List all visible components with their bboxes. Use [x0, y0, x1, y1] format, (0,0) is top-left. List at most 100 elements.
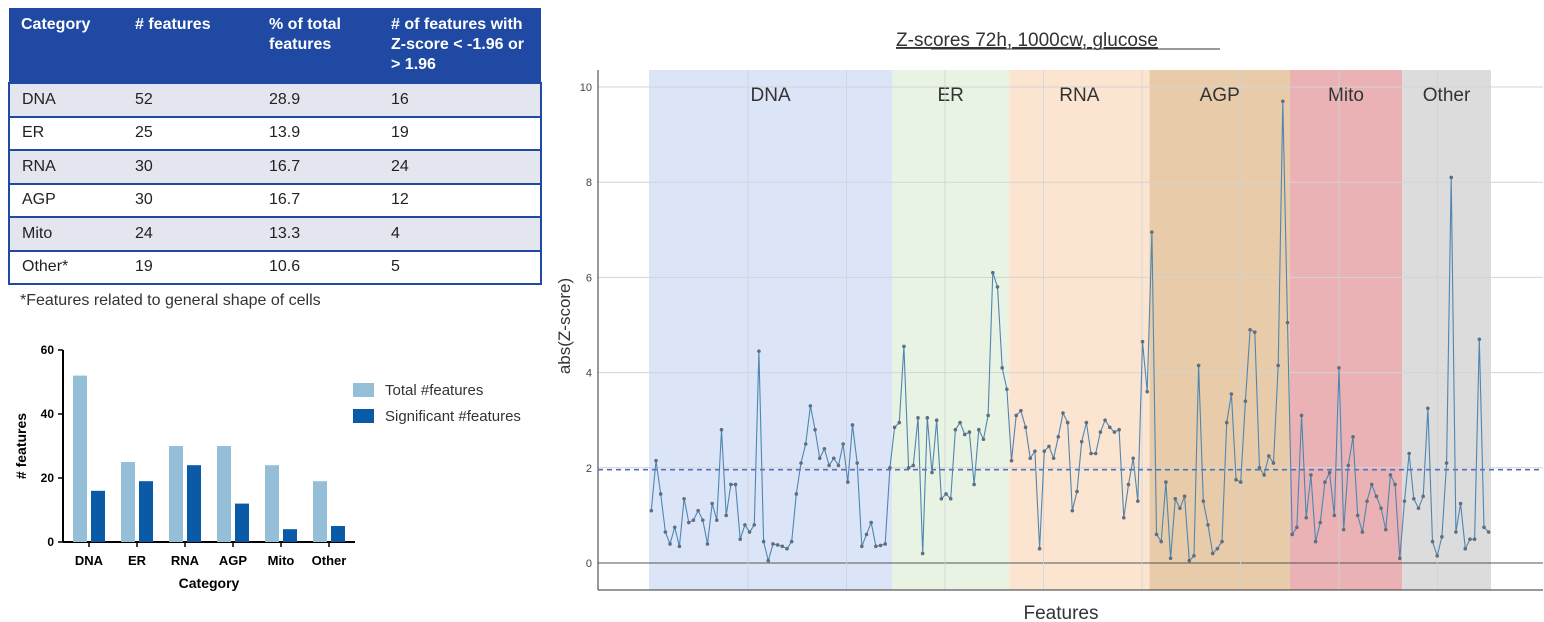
- data-point: [1103, 418, 1107, 423]
- table-cell: 13.9: [257, 115, 379, 150]
- table-cell: 19: [379, 115, 542, 150]
- data-point: [864, 532, 869, 537]
- data-point: [1486, 530, 1491, 534]
- bar-significant: [331, 526, 345, 542]
- data-point: [916, 416, 920, 420]
- data-point: [1444, 461, 1449, 465]
- data-point: [761, 539, 766, 544]
- data-point: [1098, 430, 1103, 434]
- data-point: [1374, 494, 1379, 499]
- data-point: [1351, 435, 1355, 439]
- data-point: [1271, 461, 1276, 465]
- data-point: [1201, 499, 1206, 503]
- table-cell: 28.9: [257, 82, 379, 117]
- legend-swatch: [353, 409, 374, 423]
- data-point: [883, 542, 888, 546]
- region-band: [892, 70, 1010, 590]
- table-cell: 16.7: [257, 182, 379, 217]
- table-cell: 19: [123, 249, 257, 285]
- data-point: [1327, 470, 1332, 475]
- data-point: [1290, 532, 1294, 537]
- data-point: [1435, 554, 1440, 558]
- data-point: [1341, 527, 1346, 532]
- data-point: [1229, 392, 1234, 396]
- data-point: [1482, 525, 1486, 530]
- data-point: [1037, 546, 1042, 551]
- header-num-features: # features: [123, 8, 257, 83]
- data-point: [1051, 456, 1056, 461]
- data-point: [1107, 425, 1112, 430]
- bar-total: [217, 446, 231, 542]
- data-point: [855, 461, 859, 465]
- table-cell: Other*: [8, 249, 123, 285]
- data-point: [1238, 480, 1243, 484]
- data-point: [817, 456, 822, 461]
- region-label: RNA: [1059, 85, 1099, 106]
- bar-total: [121, 462, 135, 542]
- table-cell: 12: [379, 182, 542, 217]
- data-point: [1243, 399, 1248, 403]
- table-row: Mito 24 13.3 4: [8, 216, 542, 251]
- table-row: ER 25 13.9 19: [8, 115, 542, 150]
- data-point: [1304, 515, 1309, 520]
- data-point: [1093, 451, 1098, 456]
- table-cell: 24: [123, 216, 257, 251]
- data-point: [850, 423, 855, 427]
- data-point: [892, 425, 897, 430]
- data-point: [1454, 530, 1458, 534]
- data-point: [1173, 496, 1178, 501]
- data-point: [794, 492, 799, 496]
- data-point: [1295, 525, 1299, 530]
- data-point: [1065, 420, 1070, 425]
- data-point: [1145, 389, 1149, 394]
- bar-chart: 0 20 40 60 DNA ER RNA AGP Mito Other Category # fea…: [13, 343, 521, 591]
- data-point: [743, 523, 747, 527]
- data-point: [1210, 551, 1215, 556]
- data-point: [808, 404, 813, 408]
- data-point: [1084, 420, 1089, 425]
- table-cell: 13.3: [257, 216, 379, 251]
- data-point: [813, 427, 817, 432]
- data-point: [827, 463, 831, 468]
- data-point: [1355, 513, 1360, 518]
- data-point: [1220, 539, 1224, 544]
- data-point: [1234, 477, 1238, 482]
- data-point: [831, 456, 836, 461]
- data-point: [1154, 532, 1159, 537]
- table-footnote: *Features related to general shape of ce…: [20, 292, 321, 309]
- header-category: Category: [9, 8, 123, 83]
- data-point: [1005, 387, 1009, 392]
- data-point: [939, 496, 944, 501]
- data-point: [920, 551, 925, 556]
- data-point: [724, 513, 728, 518]
- data-point: [715, 518, 719, 522]
- data-point: [1332, 513, 1337, 518]
- table-row: Other* 19 10.6 5: [8, 249, 542, 285]
- y-tick-label: 20: [41, 471, 55, 485]
- data-point: [1019, 408, 1023, 413]
- data-point: [677, 544, 682, 549]
- bar-total: [265, 465, 279, 542]
- data-point: [1421, 494, 1425, 499]
- data-point: [981, 437, 986, 442]
- data-point: [1023, 425, 1028, 430]
- data-point: [1187, 558, 1192, 563]
- data-point: [1337, 366, 1341, 370]
- region-band: [1009, 70, 1150, 590]
- data-point: [1309, 473, 1313, 477]
- x-tick-label: Other: [312, 553, 347, 568]
- zscore-line-chart: DNA ER RNA AGP Mito Other 0 2 4 6 8 10 Z-scores 72h,…: [555, 30, 1543, 622]
- data-point: [948, 496, 953, 501]
- data-point: [1299, 413, 1304, 418]
- data-point: [799, 461, 803, 465]
- y-tick-label: 10: [580, 82, 592, 94]
- x-tick-label: AGP: [219, 553, 248, 568]
- region-label: ER: [938, 85, 964, 106]
- data-point: [1150, 230, 1154, 234]
- x-tick-label: ER: [128, 553, 147, 568]
- data-point: [902, 344, 906, 349]
- data-point: [1206, 523, 1210, 527]
- data-point: [747, 530, 752, 534]
- region-label: Mito: [1328, 85, 1364, 106]
- data-point: [1009, 458, 1014, 463]
